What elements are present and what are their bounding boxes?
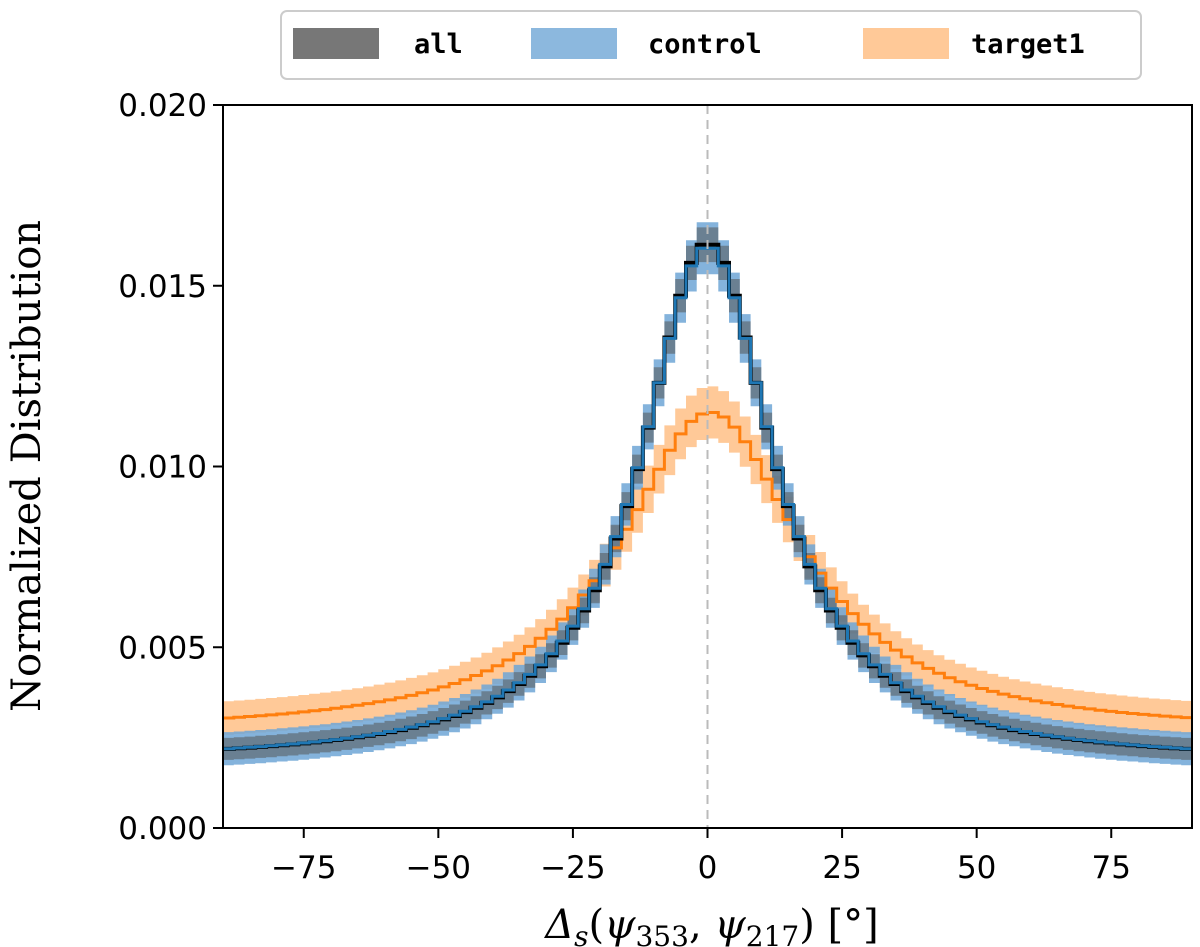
legend-entry-all: all: [293, 28, 463, 60]
y-tick-label: 0.020: [118, 88, 207, 124]
x-tick-label: 0: [698, 850, 718, 886]
legend-label-target1: target1: [971, 29, 1085, 60]
legend-label-all: all: [414, 29, 463, 60]
x-tick-label: −25: [540, 850, 605, 886]
y-tick-label: 0.015: [118, 269, 207, 305]
y-tick-label: 0.010: [118, 450, 207, 486]
x-tick-label: 25: [822, 850, 861, 886]
x-axis: −75 −50 −25 0 25 50 75: [271, 828, 1131, 886]
y-axis-label: Normalized Distribution: [4, 220, 50, 712]
legend-swatch-target1: [863, 28, 949, 59]
y-tick-label: 0.000: [118, 811, 207, 847]
x-tick-label: 50: [957, 850, 996, 886]
legend-entry-target1: target1: [863, 28, 1085, 60]
band-target1: [223, 386, 1192, 735]
legend-swatch-all: [293, 28, 379, 59]
x-axis-label: Δs(ψ353, ψ217) [°]: [543, 902, 879, 947]
legend-label-control: control: [648, 29, 762, 60]
legend-entry-control: control: [531, 28, 762, 60]
y-tick-label: 0.005: [118, 630, 207, 666]
legend-swatch-control: [531, 28, 617, 59]
x-tick-label: −75: [271, 850, 336, 886]
error-bands: [223, 222, 1192, 766]
x-tick-label: −50: [406, 850, 471, 886]
y-axis: 0.000 0.005 0.010 0.015 0.020: [118, 88, 223, 847]
x-tick-label: 75: [1092, 850, 1131, 886]
legend: all control target1: [280, 10, 1142, 80]
